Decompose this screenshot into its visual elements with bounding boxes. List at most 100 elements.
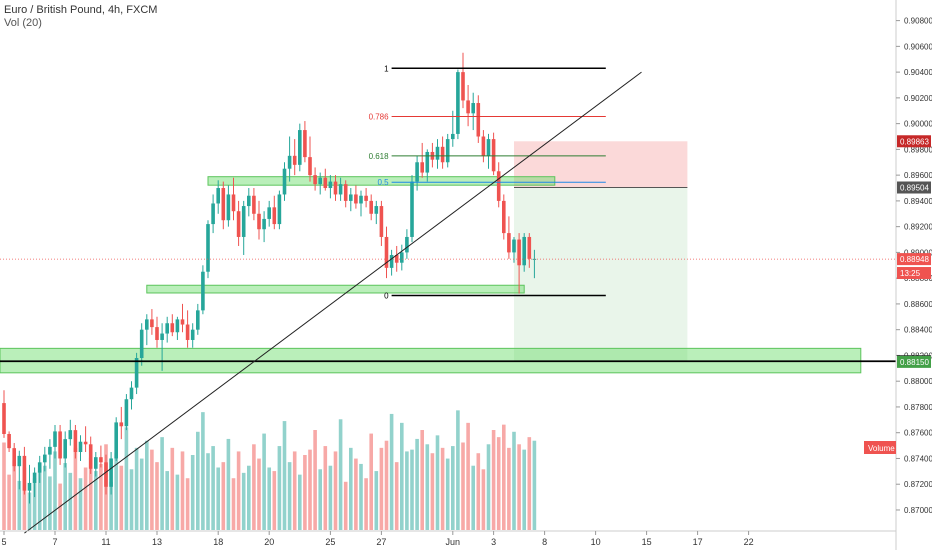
volume-bar <box>78 478 83 530</box>
volume-bar <box>252 444 256 530</box>
volume-bar <box>354 458 358 530</box>
price-tick-label: 0.88400 <box>904 326 932 335</box>
volume-bar <box>267 467 271 530</box>
volume-bar <box>12 460 16 530</box>
candle-body <box>277 194 282 225</box>
volume-bar <box>400 422 404 530</box>
time-tick-label: 17 <box>693 537 703 547</box>
time-tick-label: 5 <box>1 537 6 547</box>
candle-body <box>359 195 363 204</box>
price-tick-label: 0.90600 <box>904 42 932 51</box>
candle-body <box>226 194 231 221</box>
volume-bar <box>415 438 419 530</box>
volume-bar <box>298 474 302 530</box>
candle-body <box>517 239 521 266</box>
candle-body <box>502 200 506 234</box>
candle-body <box>129 387 134 400</box>
candle-body <box>292 155 297 165</box>
volume-badge <box>864 441 896 454</box>
time-tick-label: 13 <box>152 537 162 547</box>
volume-bar <box>410 449 414 530</box>
price-tick-label: 0.89800 <box>904 145 932 154</box>
volume-bar <box>287 462 292 530</box>
volume-bar <box>343 481 348 530</box>
candle-body <box>231 194 236 212</box>
volume-bar <box>180 451 185 530</box>
volume-bar <box>313 430 317 530</box>
candle-body <box>216 188 220 204</box>
price-label-box <box>897 253 931 266</box>
price-label-text: 0.89504 <box>900 184 929 193</box>
candle-body <box>73 430 78 453</box>
candle-body <box>99 457 103 463</box>
candle-body <box>7 433 11 449</box>
candle-body <box>333 181 338 195</box>
volume-bar <box>456 410 460 530</box>
volume-bar <box>160 437 164 530</box>
volume-bar <box>48 476 52 530</box>
candle-body <box>170 323 175 333</box>
volume-bar <box>512 431 516 530</box>
price-tick-label: 0.89600 <box>904 171 932 180</box>
volume-bar <box>139 458 144 530</box>
price-tick-label: 0.87000 <box>904 506 932 515</box>
volume-indicator-label: Vol (20) <box>4 17 42 29</box>
volume-bar <box>27 492 32 530</box>
volume-bar <box>522 449 526 530</box>
candle-body <box>374 206 379 214</box>
volume-bar <box>461 442 465 530</box>
candle-body <box>318 177 322 185</box>
volume-bar <box>507 447 511 530</box>
price-label-text: 13:25 <box>900 269 921 278</box>
volume-bar <box>190 455 195 530</box>
volume-bar <box>185 478 190 530</box>
volume-bar <box>430 453 435 530</box>
candle-body <box>262 218 266 230</box>
candle-body <box>527 236 532 259</box>
volume-bar <box>63 463 67 530</box>
price-tick-label: 0.89200 <box>904 223 932 232</box>
volume-bar <box>308 449 312 530</box>
candle-body <box>435 146 440 160</box>
candle-body <box>389 254 394 268</box>
volume-bar <box>221 462 226 530</box>
volume-bar <box>155 462 159 530</box>
candle-body <box>22 455 27 491</box>
volume-bar <box>491 430 496 530</box>
candle-body <box>461 72 465 101</box>
volume-bar <box>88 457 93 530</box>
volume-bar <box>451 446 455 530</box>
volume-bar <box>318 469 322 530</box>
volume-bar <box>257 458 261 530</box>
candle-body <box>445 139 450 163</box>
candle-body <box>343 184 348 201</box>
candle-body <box>94 457 98 469</box>
price-tick-label: 0.90800 <box>904 17 932 26</box>
volume-bar <box>175 474 180 530</box>
volume-bar <box>445 458 450 530</box>
candle-body <box>451 133 455 140</box>
volume-bar <box>114 453 118 530</box>
candle-body <box>211 203 215 225</box>
candle-body <box>119 422 124 427</box>
candle-body <box>175 319 180 333</box>
time-tick-label: 20 <box>264 537 274 547</box>
volume-bar <box>241 472 246 530</box>
support-zone-1 <box>146 284 525 294</box>
volume-bar <box>22 467 27 530</box>
volume-bar <box>150 449 154 530</box>
drawings-layer: 1 0.786 0.618 0.5 0 <box>0 64 896 534</box>
volume-bar <box>2 442 6 530</box>
candle-body <box>139 329 144 359</box>
candle-body <box>68 430 73 440</box>
volume-bar <box>517 444 521 530</box>
chart-title: Euro / British Pound, 4h, FXCM <box>4 4 158 16</box>
volume-bar <box>211 446 215 530</box>
candle-body <box>37 462 42 473</box>
fib-level-label: 1 <box>384 64 389 73</box>
volume-bar <box>206 453 210 530</box>
volume-bar <box>369 433 373 530</box>
candle-body <box>78 441 83 453</box>
candle-body <box>384 236 389 268</box>
